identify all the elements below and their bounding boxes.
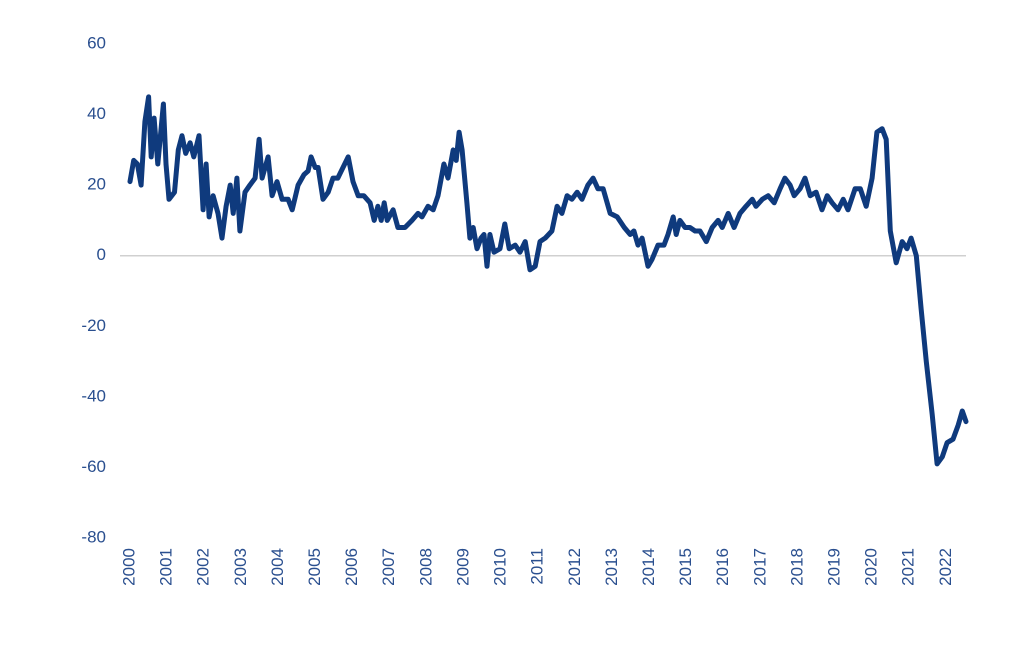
x-tick-label: 2021: [899, 548, 918, 586]
y-tick-label: 60: [87, 33, 106, 52]
x-tick-label: 2019: [825, 548, 844, 586]
x-tick-label: 2011: [528, 548, 547, 585]
x-tick-label: 2012: [565, 548, 584, 586]
x-tick-label: 2014: [639, 548, 658, 586]
x-tick-label: 2018: [787, 548, 806, 586]
x-tick-label: 2010: [491, 548, 510, 586]
x-tick-label: 2015: [676, 548, 695, 586]
y-tick-label: 20: [87, 175, 106, 194]
y-tick-label: -60: [81, 457, 106, 476]
line-series: [127, 94, 969, 467]
y-tick-label: -20: [81, 316, 106, 335]
y-tick-label: -40: [81, 386, 106, 405]
x-tick-label: 2005: [305, 548, 324, 586]
x-tick-label: 2006: [342, 548, 361, 586]
x-tick-label: 2009: [453, 548, 472, 586]
y-tick-label: 0: [97, 245, 106, 264]
x-tick-label: 2013: [602, 548, 621, 586]
x-tick-label: 2007: [379, 548, 398, 586]
y-tick-label: -80: [81, 527, 106, 546]
x-tick-label: 2002: [194, 548, 213, 586]
x-tick-label: 2020: [862, 548, 881, 586]
x-tick-label: 2001: [157, 548, 176, 586]
x-tick-label: 2017: [750, 548, 769, 586]
x-tick-label: 2003: [231, 548, 250, 586]
x-tick-label: 2008: [416, 548, 435, 586]
x-tick-label: 2016: [713, 548, 732, 586]
x-tick-label: 2004: [268, 548, 287, 586]
y-tick-label: 40: [87, 104, 106, 123]
x-tick-label: 2000: [120, 548, 139, 586]
x-tick-label: 2022: [936, 548, 955, 586]
